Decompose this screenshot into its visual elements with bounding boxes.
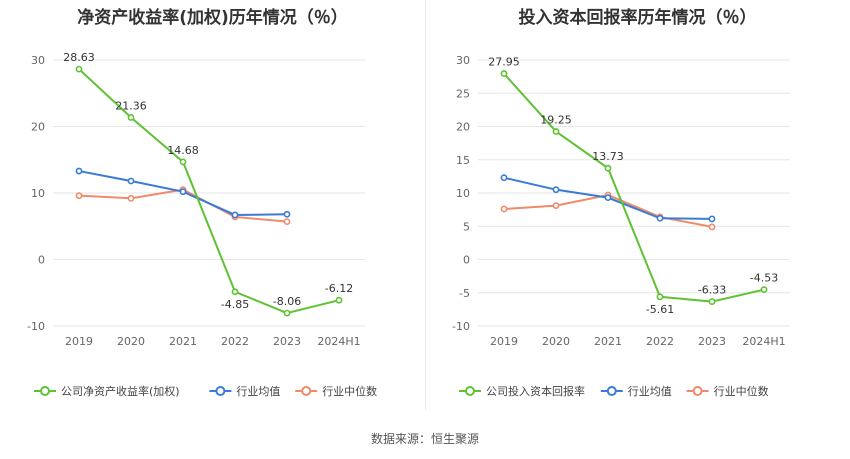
roic-data-point — [552, 186, 560, 194]
roic-legend-label[interactable]: 行业中位数 — [714, 384, 769, 398]
roe-legend-label[interactable]: 行业中位数 — [322, 384, 377, 398]
roe-data-point — [283, 309, 291, 317]
roe-data-point — [127, 194, 135, 202]
roe-x-tick-label: 2019 — [65, 335, 93, 348]
roic-y-tick-label: 30 — [456, 54, 470, 67]
roe-y-tick-label: 30 — [31, 54, 45, 67]
roe-data-point — [335, 296, 343, 304]
roic-x-tick-label: 2023 — [698, 335, 726, 348]
roic-data-point — [656, 293, 664, 301]
roic-data-point — [760, 286, 768, 294]
roe-data-label: -8.06 — [273, 295, 301, 308]
roe-legend-label[interactable]: 行业均值 — [236, 385, 280, 398]
data-source-note: 数据来源：恒生聚源 — [370, 432, 479, 446]
roe-x-tick-label: 2020 — [117, 335, 145, 348]
roic-x-tick-label: 2022 — [646, 335, 674, 348]
roic-data-point — [500, 205, 508, 213]
roic-chart-panel: 投入资本回报率历年情况（％） -10 -5 0 5 10 15 20 25 30 2019 2020… — [425, 0, 850, 410]
roe-series-line-0 — [78, 68, 340, 315]
roe-data-point — [75, 192, 83, 200]
roe-y-tick-label: -10 — [27, 320, 45, 333]
roe-data-label: 21.36 — [115, 99, 147, 112]
roe-data-label: -6.12 — [325, 282, 353, 295]
roic-y-tick-label: 5 — [463, 220, 470, 233]
roe-data-point — [179, 188, 187, 196]
roic-data-label: 19.25 — [540, 113, 572, 126]
roe-x-tick-label: 2024H1 — [317, 335, 360, 348]
roic-data-point — [500, 70, 508, 78]
roic-y-tick-label: 20 — [456, 121, 470, 134]
roe-chart-svg: -10 0 10 20 30 2019 2020 2021 2022 2023 2024H1 28.6… — [27, 51, 377, 398]
roic-data-point — [604, 194, 612, 202]
roe-data-point — [283, 210, 291, 218]
roic-series-line-0 — [503, 72, 765, 303]
roe-data-label: 14.68 — [167, 144, 199, 157]
roe-x-tick-label: 2023 — [273, 335, 301, 348]
roic-data-point — [656, 214, 664, 222]
roic-y-tick-label: 25 — [456, 87, 470, 100]
roic-chart-svg: -10 -5 0 5 10 15 20 25 30 2019 2020 2021 2022 2023 202… — [452, 54, 790, 398]
roic-x-tick-label: 2021 — [594, 335, 622, 348]
roic-legend-label[interactable]: 行业均值 — [628, 385, 672, 398]
roe-data-point — [75, 65, 83, 73]
roic-y-tick-label: 0 — [463, 254, 470, 267]
roe-x-tick-label: 2021 — [169, 335, 197, 348]
roic-legend-label[interactable]: 公司投入资本回报率 — [486, 384, 585, 398]
roic-chart-title: 投入资本回报率历年情况（％） — [518, 8, 757, 28]
roe-legend-marker — [40, 386, 50, 396]
roic-data-point — [500, 174, 508, 182]
roic-legend-marker — [606, 386, 617, 396]
roic-legend-marker — [692, 386, 703, 396]
roic-x-tick-label: 2019 — [490, 335, 518, 348]
roic-data-label: 13.73 — [592, 150, 624, 163]
roe-chart-panel: 净资产收益率(加权)历年情况（％） -10 0 10 20 30 2019 2020 2021… — [0, 0, 425, 410]
roic-y-tick-label: 15 — [456, 154, 470, 167]
roe-y-tick-label: 0 — [38, 254, 45, 267]
roe-data-point — [231, 288, 239, 296]
roe-data-point — [283, 218, 291, 225]
roe-data-point — [127, 177, 135, 185]
roe-data-point — [179, 158, 187, 166]
roic-y-tick-label: -10 — [452, 320, 470, 333]
roe-legend-marker — [215, 386, 226, 396]
roe-legend-label[interactable]: 公司净资产收益率(加权) — [61, 384, 180, 398]
roic-data-point — [708, 223, 716, 231]
roe-data-point — [127, 114, 135, 121]
roe-data-point — [75, 167, 83, 175]
roic-data-point — [708, 215, 716, 223]
panel-divider — [425, 0, 426, 410]
roe-data-label: -4.85 — [221, 298, 249, 311]
roic-data-label: -6.33 — [698, 284, 726, 297]
roic-data-point — [604, 164, 612, 172]
roe-data-label: 28.63 — [63, 51, 95, 64]
roe-chart-title: 净资产收益率(加权)历年情况（％） — [77, 8, 348, 28]
roe-x-tick-label: 2022 — [221, 335, 249, 348]
roic-data-point — [552, 202, 560, 210]
roic-legend-marker — [465, 386, 475, 396]
roe-y-tick-label: 10 — [31, 187, 45, 200]
roic-y-tick-label: -5 — [459, 287, 470, 300]
roic-y-tick-label: 10 — [456, 187, 470, 200]
roic-x-tick-label: 2024H1 — [742, 335, 785, 348]
roic-x-tick-label: 2020 — [542, 335, 570, 348]
roic-data-label: -5.61 — [646, 303, 674, 316]
roic-data-point — [708, 298, 716, 305]
roic-data-point — [552, 128, 560, 135]
roic-data-label: 27.95 — [488, 56, 520, 69]
roe-data-point — [231, 211, 239, 219]
roic-data-label: -4.53 — [750, 272, 778, 285]
roe-y-tick-label: 20 — [31, 121, 45, 134]
roe-legend-marker — [301, 386, 312, 396]
